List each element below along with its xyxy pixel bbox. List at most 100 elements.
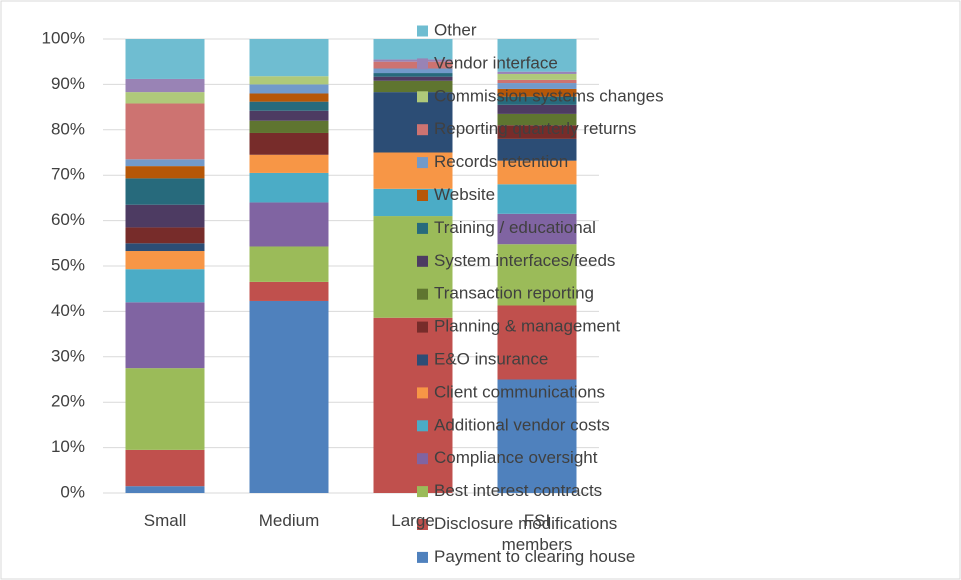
y-tick-label: 10% (51, 437, 85, 456)
bar-segment (249, 110, 329, 121)
bar-segment (497, 184, 577, 214)
bar-segment (125, 243, 205, 252)
bar-segment (373, 152, 453, 189)
legend-swatch (417, 124, 428, 136)
bar-segment (497, 160, 577, 185)
legend-label: Training / educational (434, 218, 596, 237)
bar-segment (249, 300, 329, 493)
bar-segment (497, 96, 577, 105)
legend-swatch (417, 222, 428, 234)
bar-segment (373, 80, 453, 93)
x-tick-label: Large (391, 511, 435, 530)
bar-segment (125, 103, 205, 160)
legend-label: Reporting quarterly returns (434, 119, 636, 138)
bar-segment (497, 213, 577, 245)
bar-segment (125, 302, 205, 369)
bar-segment (497, 83, 577, 89)
y-tick-label: 30% (51, 346, 85, 365)
legend-swatch (417, 519, 428, 530)
bar-segment (249, 84, 329, 94)
bar-segment (249, 281, 329, 301)
legend-swatch (417, 420, 428, 432)
bar-segment (497, 379, 577, 493)
bar-segment (373, 61, 453, 69)
bar-segment (125, 449, 205, 487)
bar-segment (373, 59, 453, 62)
bar-segment (373, 317, 453, 493)
bar-segment (249, 202, 329, 247)
bar-segment (125, 204, 205, 228)
legend-label: Payment to clearing house (434, 547, 635, 566)
bar-segment (497, 244, 577, 306)
legend-label: Other (434, 20, 477, 39)
legend-swatch (417, 486, 428, 498)
legend-label: Compliance oversight (434, 448, 598, 467)
x-tick-label: Small (143, 511, 187, 530)
bar-segment (125, 178, 205, 205)
legend-swatch (417, 190, 428, 201)
legend-swatch (417, 354, 428, 366)
y-tick-label: 40% (51, 301, 85, 320)
legend-label: E&O insurance (434, 349, 548, 368)
legend-label: Client communications (434, 382, 605, 401)
bar-segment (497, 113, 577, 126)
bar-segment (249, 120, 329, 133)
bar-segment (125, 78, 205, 93)
legend-label: Planning & management (434, 317, 620, 336)
bar-segment (125, 92, 205, 104)
legend-swatch (417, 157, 428, 169)
y-tick-label: 50% (51, 255, 85, 274)
bar-segment (249, 39, 329, 77)
bar-segment (497, 104, 577, 114)
legend-swatch (417, 58, 428, 70)
bar-segment (497, 125, 577, 139)
legend-swatch (417, 255, 428, 267)
bar-segment (373, 68, 453, 74)
bar-segment (373, 188, 453, 217)
bar-segment (497, 71, 577, 74)
bar-segment (373, 76, 453, 81)
legend-swatch (417, 25, 428, 37)
bar-segment (125, 227, 205, 244)
bar-segment (249, 246, 329, 282)
bar-segment (373, 39, 453, 60)
legend-label: Best interest contracts (434, 481, 602, 500)
bar-segment (497, 138, 577, 161)
legend-label: Records retention (434, 152, 568, 171)
bar-segment (497, 79, 577, 84)
bar-segment (249, 76, 329, 85)
legend-swatch (417, 453, 428, 465)
legend-label: Disclosure modifications (434, 514, 617, 533)
bar-segment (497, 88, 577, 97)
legend-label: Website (434, 185, 495, 204)
legend-swatch (417, 551, 428, 563)
y-tick-label: 60% (51, 210, 85, 229)
bar-segment (249, 154, 329, 173)
bar-segment (125, 486, 205, 493)
bar-segment (373, 73, 453, 77)
legend-label: System interfaces/feeds (434, 251, 615, 270)
legend-label: Additional vendor costs (434, 415, 610, 434)
legend-label: Commission systems changes (434, 86, 664, 105)
bar-segment (497, 39, 577, 72)
bar-segment (249, 101, 329, 111)
legend-label: Transaction reporting (434, 284, 594, 303)
bar-segment (125, 159, 205, 167)
bar-segment (125, 166, 205, 179)
legend-swatch (417, 91, 428, 103)
legend-label: Vendor interface (434, 53, 558, 72)
bar-segment (497, 73, 577, 80)
y-tick-label: 20% (51, 392, 85, 411)
legend-swatch (417, 288, 428, 300)
bar-segment (125, 269, 205, 303)
bar-segment (373, 92, 453, 153)
legend-swatch (417, 387, 428, 399)
bar-segment (497, 305, 577, 380)
bar-segment (249, 93, 329, 102)
y-tick-label: 80% (51, 119, 85, 138)
x-tick-label: FSI members (501, 511, 573, 554)
bar-segment (125, 251, 205, 270)
bar-segment (125, 368, 205, 450)
